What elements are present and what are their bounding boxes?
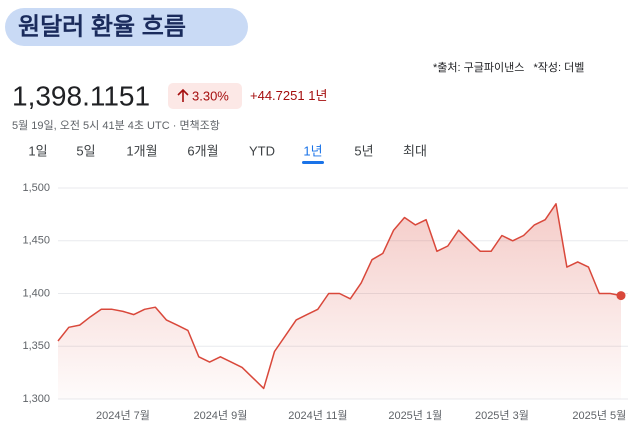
y-tick-label: 1,500 <box>22 182 50 194</box>
change: +44.7251 1년 <box>250 88 327 103</box>
source: *출처: 구글파이낸스 *작성: 더벨 <box>433 61 584 74</box>
change-badge <box>168 83 242 109</box>
tab[interactable]: YTD <box>249 143 275 158</box>
last-point <box>616 291 626 301</box>
x-tick-label: 2024년 11월 <box>288 409 347 422</box>
up-arrow <box>177 88 189 102</box>
y-tick-label: 1,450 <box>22 235 50 247</box>
tab-underline <box>302 161 324 164</box>
timestamp: 5월 19일, 오전 5시 41분 4초 UTC · 면책조항 <box>12 118 220 132</box>
x-tick-label: 2024년 9월 <box>193 409 247 422</box>
tab[interactable]: 5일 <box>76 143 95 158</box>
x-tick-label: 2025년 1월 <box>388 409 442 422</box>
x-tick-label: 2025년 5월 <box>572 409 626 422</box>
y-tick-label: 1,400 <box>22 287 50 299</box>
price: 1,398.1151 <box>12 80 150 111</box>
change-period: 1년 <box>308 88 327 103</box>
tab[interactable]: 1일 <box>28 143 47 158</box>
change-value: +44.7251 <box>250 88 305 103</box>
tab[interactable]: 1개월 <box>126 143 157 158</box>
area-fill <box>58 203 621 399</box>
tab[interactable]: 최대 <box>403 143 427 158</box>
plot: 1,300 1,350 1,400 1,450 1,500 2024년 7월 2024년 9… <box>22 182 628 422</box>
title: 원달러 환율 흐름 <box>18 13 186 40</box>
title-pill <box>5 8 248 46</box>
line <box>57 203 622 390</box>
x-tick-label: 2024년 7월 <box>96 409 150 422</box>
x-tick-label: 2025년 3월 <box>475 409 529 422</box>
y-tick-label: 1,350 <box>22 340 50 352</box>
y-tick-label: 1,300 <box>22 393 50 405</box>
tab[interactable]: 6개월 <box>187 143 218 158</box>
tab[interactable]: 5년 <box>354 143 373 158</box>
tab[interactable]: 1년 <box>303 143 322 158</box>
change-pct: 3.30% <box>192 88 229 103</box>
tabs: 1일 5일 1개월 6개월 YTD 1년 5년 최대 <box>28 143 427 164</box>
